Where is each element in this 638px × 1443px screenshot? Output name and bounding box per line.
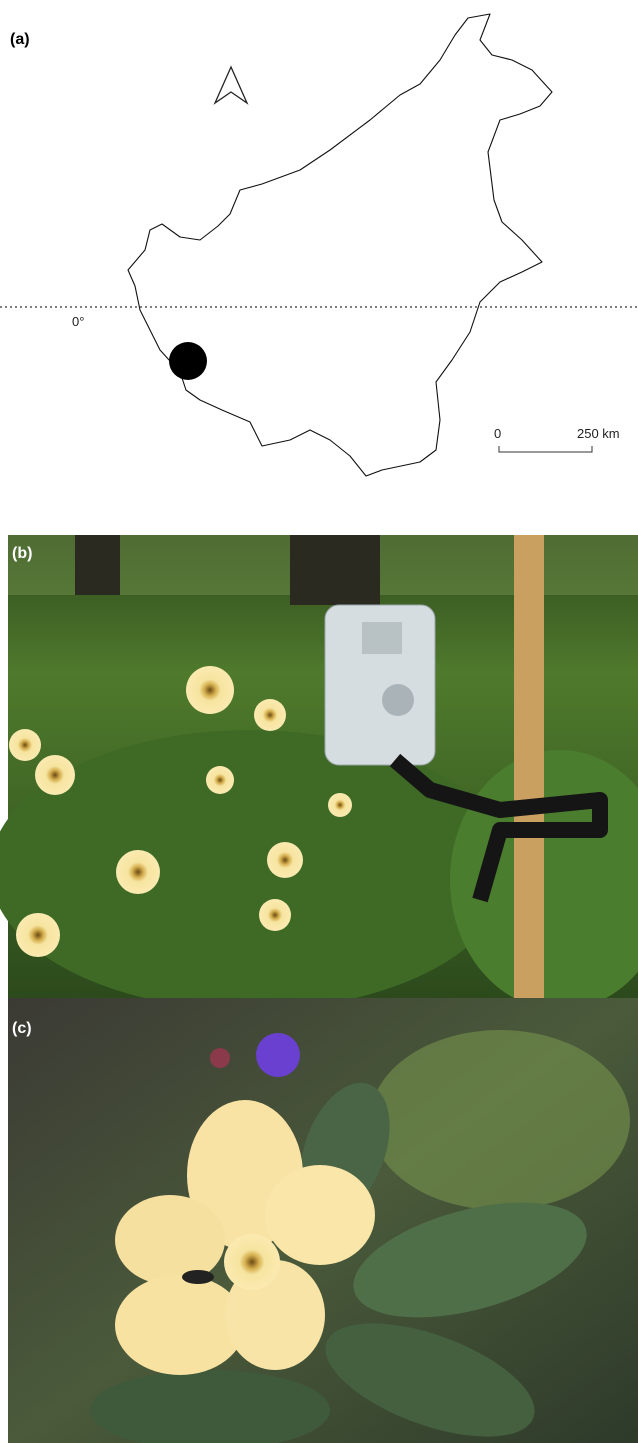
panel-label: (c) [12,1020,32,1037]
leaf [325,1323,535,1437]
photo-b: (b) [0,535,638,1010]
tree-trunk [75,535,120,595]
foliage [370,1030,630,1210]
scale-label: 250 km [577,426,620,441]
panel-label: (a) [10,31,30,48]
bee [182,1270,214,1284]
north-arrow [213,65,249,105]
foliage [0,730,510,1010]
photo-c: (c) [8,998,638,1443]
panel-label: (b) [12,545,32,562]
tree-trunk [290,535,380,605]
flowers [9,666,352,957]
camera-button [382,684,414,716]
purple-flower [210,1033,300,1077]
borneo-outline [127,13,553,477]
wooden-pole [514,535,544,998]
yellow-flower [115,1100,375,1375]
camera-screen [362,622,402,654]
equator-label: 0° [72,314,84,329]
camera [324,604,436,766]
leaf [353,1202,587,1318]
scale-label: 0 [494,426,501,441]
leaf [90,1370,330,1443]
scale-bar [498,446,593,453]
site-marker [169,342,207,380]
camera-mount [389,753,608,903]
map-panel: (a) 0° 0 250 km [0,13,638,477]
